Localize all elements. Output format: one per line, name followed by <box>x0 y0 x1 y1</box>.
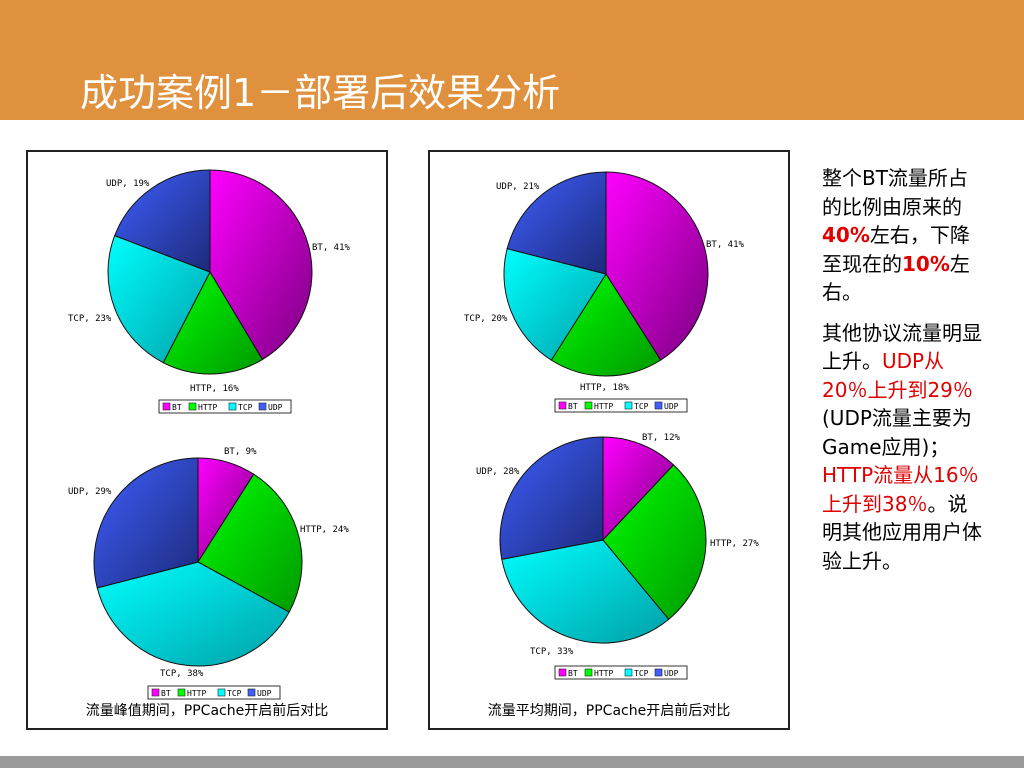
note-highlight: 10% <box>902 251 950 276</box>
pie-slice-http <box>602 464 707 621</box>
analysis-notes: 整个BT流量所占的比例由原来的 40%左右，下降至现在的10%左右。 其他协议流量… <box>822 164 982 587</box>
pie-slice-tcp <box>107 234 211 364</box>
pie-data-label: TCP, 38% <box>160 669 204 679</box>
pie-slice-http <box>197 473 303 613</box>
pie-data-label: TCP, 23% <box>68 314 112 324</box>
note-highlight: HTTP流量从16％上升到38％ <box>822 463 979 516</box>
pie-slice-udp <box>114 169 211 273</box>
pie-data-label: HTTP, 24% <box>300 525 349 535</box>
legend-swatch <box>258 402 267 411</box>
pie-data-label: BT, 12% <box>642 433 681 443</box>
legend-swatch <box>654 401 663 410</box>
pie-slice-http <box>550 273 662 377</box>
pie-slice-tcp <box>501 539 670 644</box>
legend-swatch <box>162 402 171 411</box>
legend-swatch <box>654 668 663 677</box>
pie-data-label: HTTP, 18% <box>580 383 629 393</box>
title-bar: 成功案例1－部署后效果分析 <box>0 0 1024 120</box>
note-highlight: UDP从20％上升到29％ <box>822 349 973 402</box>
legend-label: HTTP <box>594 402 613 411</box>
legend-swatch <box>177 688 186 697</box>
pie-data-label: UDP, 29% <box>68 487 112 497</box>
pie-slice-udp <box>93 457 199 589</box>
legend-label: HTTP <box>187 689 206 698</box>
legend-swatch <box>228 402 237 411</box>
pie-charts-peak: BT, 41% HTTP, 16% TCP, 23% UDP, 19% BT HTTP TC… <box>68 169 351 700</box>
chart-legend: BT HTTP TCP UDP <box>554 665 688 680</box>
legend-label: TCP <box>227 689 242 698</box>
pie-data-label: TCP, 20% <box>464 314 508 324</box>
note-text: 。说明其他应用用户体验上升。 <box>822 491 982 573</box>
pie-slice-bt <box>605 171 709 361</box>
legend-swatch <box>217 688 226 697</box>
note-text: 整个BT流量所占的比例由原来的 <box>822 166 968 219</box>
pie-slice-bt <box>602 436 675 542</box>
pie-data-label: UDP, 19% <box>106 179 150 189</box>
slide-title: 成功案例1－部署后效果分析 <box>80 71 561 115</box>
legend-label: UDP <box>268 403 283 412</box>
legend-swatch <box>558 401 567 410</box>
legend-label: HTTP <box>594 669 613 678</box>
chart-panel-peak: BT, 41% HTTP, 16% TCP, 23% UDP, 19% BT HTTP TC… <box>26 150 388 730</box>
legend-label: TCP <box>238 403 253 412</box>
note-bt-decline: 整个BT流量所占的比例由原来的 40%左右，下降至现在的10%左右。 <box>822 164 982 307</box>
bottom-bar <box>0 756 1024 768</box>
pie-data-label: BT, 9% <box>224 447 257 457</box>
legend-label: BT <box>161 689 171 698</box>
pie-data-label: HTTP, 27% <box>710 539 759 549</box>
pie-data-label: HTTP, 16% <box>190 384 239 394</box>
pie-data-label: UDP, 21% <box>496 182 540 192</box>
legend-swatch <box>151 688 160 697</box>
note-text: (UDP流量主要为Game应用)； <box>822 406 972 459</box>
pie-slice-tcp <box>96 561 290 667</box>
pie-charts-average: BT, 41% HTTP, 18% TCP, 20% UDP, 21% BT HTTP TC… <box>464 171 759 680</box>
pie-data-label: BT, 41% <box>706 240 745 250</box>
chart-legend: BT HTTP TCP UDP <box>147 685 281 700</box>
legend-swatch <box>624 401 633 410</box>
pie-slice-http <box>162 270 264 375</box>
pie-slice-udp <box>499 436 604 560</box>
legend-label: HTTP <box>198 403 217 412</box>
panel-caption-peak: 流量峰值期间，PPCache开启前后对比 <box>85 703 329 719</box>
pie-slice-tcp <box>503 248 607 361</box>
pie-data-label: TCP, 33% <box>530 647 574 657</box>
legend-label: BT <box>568 402 578 411</box>
note-text: 其他协议流量明显上升。 <box>822 320 982 374</box>
legend-label: TCP <box>634 669 649 678</box>
legend-label: BT <box>568 669 578 678</box>
legend-swatch <box>188 402 197 411</box>
pie-data-label: UDP, 28% <box>476 467 520 477</box>
pie-data-label: BT, 41% <box>312 243 351 253</box>
pie-slice-bt <box>209 169 313 361</box>
note-text: 左右。 <box>822 251 970 305</box>
note-text: 左右，下降至现在的 <box>822 223 970 276</box>
legend-swatch <box>584 401 593 410</box>
note-other-protocols: 其他协议流量明显上升。UDP从20％上升到29％(UDP流量主要为Game应用)… <box>822 319 982 576</box>
legend-label: UDP <box>257 689 272 698</box>
legend-swatch <box>558 668 567 677</box>
legend-label: TCP <box>634 402 649 411</box>
legend-swatch <box>247 688 256 697</box>
panel-caption-average: 流量平均期间，PPCache开启前后对比 <box>487 703 731 719</box>
note-highlight: 40% <box>822 223 870 247</box>
legend-label: UDP <box>664 669 679 678</box>
chart-panel-average: BT, 41% HTTP, 18% TCP, 20% UDP, 21% BT HTTP TC… <box>428 150 790 730</box>
legend-label: UDP <box>664 402 679 411</box>
legend-swatch <box>624 668 633 677</box>
legend-swatch <box>584 668 593 677</box>
chart-legend: BT HTTP TCP UDP <box>158 399 292 414</box>
chart-legend: BT HTTP TCP UDP <box>554 398 688 413</box>
pie-slice-udp <box>506 171 607 275</box>
legend-label: BT <box>172 403 182 412</box>
